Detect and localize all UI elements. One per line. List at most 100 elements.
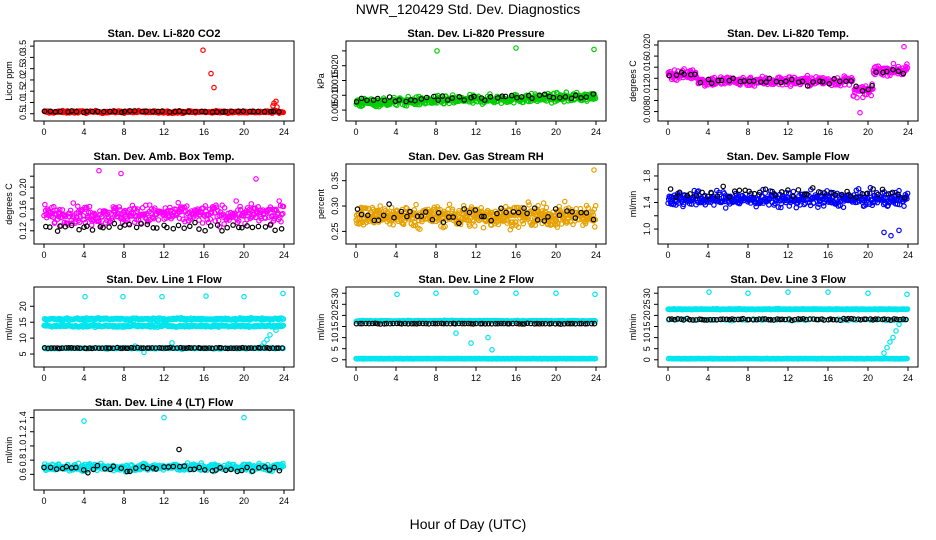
data-point bbox=[543, 204, 550, 211]
data-point bbox=[133, 224, 140, 231]
data-point bbox=[96, 345, 102, 352]
data-point bbox=[177, 344, 184, 351]
data-point bbox=[526, 202, 532, 208]
data-point bbox=[76, 226, 82, 233]
data-point bbox=[804, 191, 810, 198]
y-tick-label: 0.015 bbox=[330, 69, 340, 92]
data-point bbox=[681, 71, 687, 78]
data-point bbox=[900, 70, 907, 77]
data-point bbox=[358, 95, 365, 102]
data-point bbox=[790, 193, 797, 200]
data-point bbox=[236, 224, 242, 231]
data-point bbox=[810, 79, 816, 85]
data-point bbox=[170, 225, 177, 232]
x-tick-label: 16 bbox=[823, 250, 833, 260]
data-point bbox=[498, 205, 504, 212]
data-point bbox=[720, 183, 727, 190]
y-axis-label: ml/min bbox=[4, 314, 14, 341]
data-point bbox=[233, 198, 240, 204]
data-point bbox=[586, 209, 593, 216]
data-point bbox=[432, 320, 439, 327]
data-point bbox=[466, 209, 473, 216]
data-point bbox=[494, 95, 501, 101]
data-point bbox=[705, 76, 712, 83]
data-point bbox=[221, 221, 227, 227]
data-point bbox=[255, 223, 262, 230]
data-point bbox=[510, 212, 517, 218]
data-point bbox=[120, 293, 126, 300]
data-point bbox=[186, 108, 192, 115]
data-point bbox=[381, 97, 388, 104]
data-point bbox=[887, 339, 893, 345]
data-point bbox=[470, 321, 477, 327]
data-point bbox=[369, 320, 376, 327]
data-point bbox=[188, 345, 195, 351]
data-point bbox=[372, 320, 379, 327]
data-point bbox=[423, 320, 429, 327]
data-point bbox=[895, 68, 902, 75]
data-point bbox=[821, 190, 828, 196]
y-tick-label: 25 bbox=[330, 299, 340, 309]
data-point bbox=[452, 320, 459, 327]
y-tick-label: 20 bbox=[18, 301, 28, 311]
panel-title: Stan. Dev. Li-820 Temp. bbox=[727, 28, 849, 40]
data-point bbox=[57, 223, 63, 229]
data-point bbox=[248, 201, 255, 207]
data-point bbox=[482, 320, 489, 327]
data-point bbox=[853, 83, 859, 90]
data-point bbox=[673, 194, 679, 200]
data-point bbox=[366, 320, 372, 327]
data-point bbox=[838, 191, 845, 198]
data-point bbox=[904, 306, 911, 312]
data-point bbox=[569, 320, 576, 327]
data-point bbox=[266, 345, 273, 352]
data-point bbox=[73, 108, 80, 115]
data-point bbox=[673, 72, 680, 78]
data-point bbox=[783, 78, 789, 85]
x-tick-label: 12 bbox=[159, 127, 169, 137]
data-point bbox=[159, 293, 165, 300]
data-point bbox=[864, 190, 871, 197]
data-point bbox=[63, 345, 69, 351]
data-point bbox=[353, 99, 360, 105]
x-tick-label: 24 bbox=[591, 373, 601, 383]
data-point bbox=[166, 109, 173, 115]
series-1 bbox=[353, 167, 599, 233]
data-point bbox=[708, 189, 714, 196]
data-point bbox=[84, 108, 90, 115]
data-point bbox=[519, 321, 525, 327]
x-tick-label: 16 bbox=[823, 127, 833, 137]
x-tick-label: 4 bbox=[393, 127, 398, 137]
data-point bbox=[854, 94, 860, 101]
data-point bbox=[576, 320, 583, 327]
data-point bbox=[461, 97, 468, 103]
data-point bbox=[202, 227, 208, 234]
data-point bbox=[89, 345, 96, 352]
data-point bbox=[450, 214, 457, 220]
panel-title: Stan. Dev. Line 3 Flow bbox=[730, 274, 846, 286]
data-point bbox=[241, 293, 247, 300]
y-tick-label: 0.16 bbox=[18, 200, 28, 218]
y-tick-label: 15 bbox=[18, 317, 28, 327]
data-point bbox=[149, 345, 155, 351]
series-4 bbox=[41, 344, 286, 352]
data-point bbox=[509, 219, 516, 225]
series-2 bbox=[354, 201, 597, 227]
data-point bbox=[461, 320, 468, 327]
data-point bbox=[148, 206, 155, 213]
data-point bbox=[45, 345, 51, 352]
data-point bbox=[750, 78, 757, 84]
data-point bbox=[435, 206, 441, 213]
data-point bbox=[840, 204, 847, 211]
data-point bbox=[207, 223, 214, 229]
data-point bbox=[244, 216, 250, 223]
data-point bbox=[402, 320, 408, 327]
data-point bbox=[279, 345, 286, 351]
x-tick-label: 0 bbox=[665, 250, 670, 260]
data-point bbox=[121, 108, 128, 115]
x-tick-label: 0 bbox=[41, 373, 46, 383]
data-point bbox=[751, 190, 758, 197]
series-2 bbox=[41, 108, 282, 116]
